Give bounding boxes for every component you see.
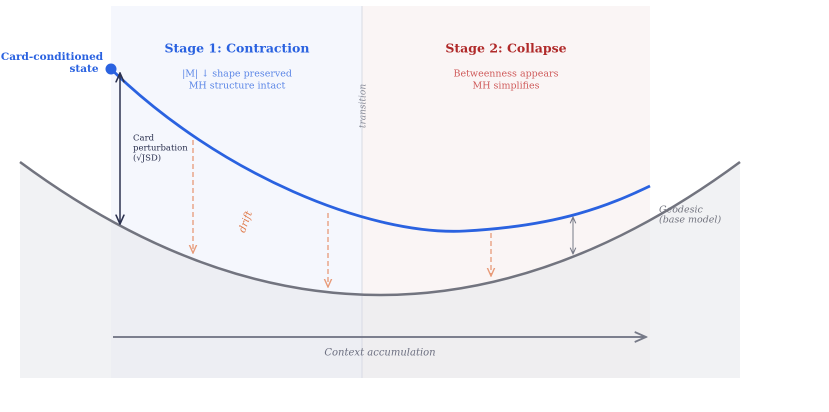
stage-title: Stage 2: Collapse (445, 41, 566, 56)
x-axis-label: Context accumulation (324, 348, 435, 359)
stage-note: MH simplifies (473, 81, 540, 92)
transition-label: transition (359, 84, 369, 128)
conditioned-curve (110, 67, 651, 233)
geodesic-label: (base model) (659, 215, 721, 226)
stage-note: MH structure intact (189, 81, 286, 92)
perturbation-label: (√JSD) (133, 153, 161, 164)
state-dot (105, 63, 117, 75)
geodesic-fill (20, 162, 740, 378)
geodesic-label: Geodesic (659, 205, 704, 216)
geodesic-curve (19, 160, 741, 297)
stage-note: |M| ↓ shape preserved (182, 69, 292, 80)
perturbation-label: perturbation (133, 144, 188, 154)
state-label: state (69, 63, 98, 75)
stage-title: Stage 1: Contraction (164, 41, 309, 56)
stage-note: Betweenness appears (454, 69, 559, 80)
state-label: Card-conditioned (1, 51, 104, 63)
perturbation-label: Card (133, 134, 155, 144)
